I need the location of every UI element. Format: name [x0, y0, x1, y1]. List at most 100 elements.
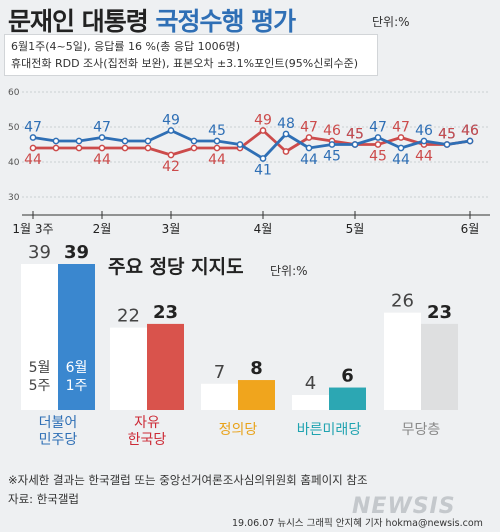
bar-chart-title: 주요 정당 지지도 — [108, 256, 244, 278]
point-positive-8 — [213, 137, 221, 145]
line-chart-unit: 단위:% — [372, 15, 410, 29]
data-label-negative-6: 42 — [162, 159, 180, 175]
bar-value-4-1: 23 — [427, 302, 452, 323]
party-label-4-line-0: 무당층 — [401, 422, 441, 438]
bar-value-0-0: 39 — [28, 245, 51, 263]
y-tick-label-30: 30 — [8, 193, 20, 203]
bar-0-1 — [58, 264, 95, 410]
x-tick-label-0: 1월 3주 — [12, 222, 53, 236]
point-positive-9 — [236, 141, 244, 148]
survey-info-line-2: 휴대전화 RDD 조사(집전화 보완), 표본오차 ±3.1%포인트(95%신뢰… — [11, 57, 358, 70]
data-label-positive-10: 41 — [254, 163, 272, 179]
point-negative-16 — [397, 134, 405, 141]
point-negative-1 — [52, 144, 60, 152]
bar-value-4-0: 26 — [391, 291, 414, 312]
data-label-positive-17: 46 — [415, 123, 433, 139]
point-positive-7 — [190, 137, 198, 145]
series-name-0-1: 5주 — [29, 378, 51, 394]
point-positive-1 — [52, 137, 60, 145]
data-label-positive-16: 44 — [392, 152, 410, 168]
data-label-positive-11: 48 — [277, 116, 295, 132]
x-tick-label-5: 6월 — [461, 222, 480, 236]
y-tick-label-50: 50 — [8, 123, 20, 133]
x-tick-label-3: 4월 — [254, 222, 273, 236]
party-label-1-line-1: 한국당 — [127, 432, 167, 448]
graphic-credit: 19.06.07 뉴시스 그래픽 안지혜 기자 hokma@newsis.com — [232, 518, 483, 529]
point-positive-12 — [305, 144, 313, 152]
point-negative-12 — [305, 134, 313, 141]
point-negative-0 — [29, 144, 37, 152]
series-name-1-1: 1주 — [66, 378, 88, 394]
data-label-positive-3: 47 — [93, 120, 111, 136]
point-negative-7 — [190, 144, 198, 152]
point-positive-14 — [351, 141, 359, 148]
bar-value-3-1: 6 — [341, 366, 354, 387]
y-tick-label-40: 40 — [8, 158, 20, 168]
series-line-negative — [33, 129, 471, 157]
bar-value-2-1: 8 — [250, 358, 263, 379]
bar-2-0 — [201, 383, 238, 410]
bar-4-0 — [384, 312, 421, 410]
x-tick-label-1: 2월 — [93, 222, 112, 236]
data-label-positive-6: 49 — [162, 113, 180, 129]
data-label-positive-0: 47 — [24, 120, 42, 136]
point-positive-0 — [29, 134, 37, 141]
point-positive-19 — [466, 137, 474, 145]
title-part-evaluation: 국정수행 평가 — [155, 7, 296, 36]
point-negative-6 — [167, 151, 175, 159]
point-negative-15 — [374, 141, 382, 148]
data-label-positive-19: 46 — [461, 123, 479, 139]
point-negative-2 — [75, 144, 83, 152]
y-tick-label-60: 60 — [8, 88, 20, 98]
data-label-negative-12: 47 — [300, 120, 318, 136]
data-label-negative-15: 45 — [369, 149, 387, 165]
party-label-0: 더불어 민주당 — [13, 415, 103, 449]
point-positive-6 — [167, 127, 175, 134]
party-support-bar-chart: 39 39 22 23 7 8 4 6 26 23 5월 5주 6월 1주 — [21, 245, 458, 410]
party-label-2: 정의당 — [193, 422, 283, 439]
point-negative-10 — [259, 127, 267, 134]
bar-0-0 — [21, 264, 58, 410]
point-positive-4 — [121, 137, 129, 145]
series-name-0-0: 5월 — [29, 360, 51, 376]
point-positive-3 — [98, 134, 106, 141]
x-tick-label-4: 5월 — [346, 222, 365, 236]
data-label-negative-0: 44 — [24, 152, 42, 168]
bar-2-1 — [238, 380, 275, 410]
party-label-3: 바른미래당 — [284, 422, 374, 439]
point-negative-5 — [144, 144, 152, 152]
data-label-positive-8: 45 — [208, 123, 226, 139]
data-label-positive-18: 45 — [438, 127, 456, 143]
data-label-negative-18: 45 — [438, 127, 456, 143]
data-label-negative-17: 44 — [415, 149, 433, 165]
point-positive-18 — [443, 141, 451, 148]
bar-value-3-0: 4 — [305, 373, 316, 394]
point-negative-3 — [98, 144, 106, 152]
party-label-1: 자유 한국당 — [102, 415, 192, 449]
party-label-1-line-0: 자유 — [134, 415, 160, 431]
point-positive-13 — [328, 141, 336, 148]
data-label-negative-14: 45 — [346, 127, 364, 143]
approval-line-chart: 60 50 40 30 1월 3주 2월 3월 4월 5월 6월 47 47 49 45 41 48 44 45 4… — [8, 88, 490, 236]
point-positive-11 — [282, 130, 290, 138]
title-part-president: 문재인 대통령 — [8, 7, 149, 36]
survey-info-line-1: 6월1주(4~5일), 응답률 16 %(총 응답 1006명) — [11, 40, 240, 53]
data-label-positive-15: 47 — [369, 120, 387, 136]
point-negative-4 — [121, 144, 129, 152]
bar-chart-unit: 단위:% — [270, 264, 308, 278]
party-label-2-line-0: 정의당 — [218, 422, 258, 438]
party-label-0-line-0: 더불어 — [38, 415, 78, 431]
series-line-positive — [32, 129, 471, 160]
party-label-0-line-1: 민주당 — [38, 432, 78, 448]
point-positive-16 — [397, 144, 405, 152]
data-label-negative-16: 47 — [392, 120, 410, 136]
data-label-negative-13: 46 — [323, 123, 341, 139]
bar-4-1 — [421, 323, 458, 410]
bar-value-1-0: 22 — [117, 306, 140, 327]
party-label-3-line-0: 바른미래당 — [296, 422, 362, 438]
bar-value-1-1: 23 — [153, 302, 178, 323]
data-label-negative-19: 46 — [461, 123, 479, 139]
footnote: ※자세한 결과는 한국갤럽 또는 중앙선거여론조사심의위원회 홈페이지 참조 — [8, 473, 368, 487]
party-label-4: 무당층 — [376, 422, 466, 439]
source-label: 자료: 한국갤럽 — [8, 492, 80, 506]
